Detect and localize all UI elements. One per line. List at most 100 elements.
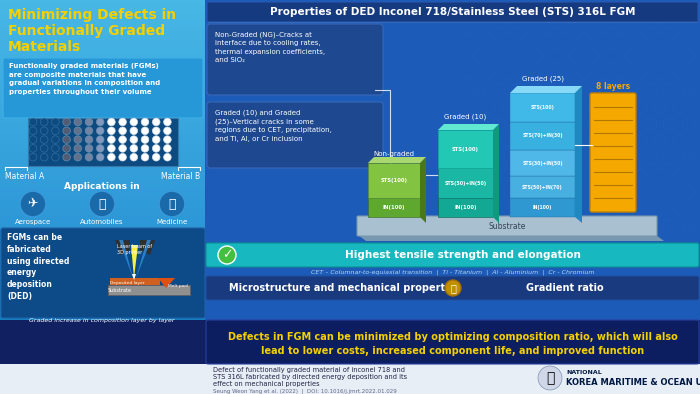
Text: 🎓: 🎓: [546, 371, 554, 385]
Text: STS(70)+IN(30): STS(70)+IN(30): [522, 134, 563, 139]
Circle shape: [153, 118, 160, 126]
Text: Substrate: Substrate: [489, 221, 526, 230]
Polygon shape: [115, 240, 130, 255]
Text: Material A: Material A: [5, 172, 44, 181]
FancyBboxPatch shape: [368, 163, 420, 198]
Text: lead to lower costs, increased component life, and improved function: lead to lower costs, increased component…: [261, 346, 644, 356]
Text: Deposited layer: Deposited layer: [110, 281, 145, 285]
Text: Aerospace: Aerospace: [15, 219, 51, 225]
Circle shape: [108, 136, 116, 143]
FancyBboxPatch shape: [590, 93, 636, 212]
Circle shape: [97, 118, 104, 126]
Circle shape: [29, 136, 37, 143]
Text: Non-Graded (NG)–Cracks at
interface due to cooling rates,
thermal expansion coef: Non-Graded (NG)–Cracks at interface due …: [215, 31, 325, 63]
Text: STS(100): STS(100): [452, 147, 479, 152]
FancyBboxPatch shape: [510, 198, 575, 217]
Circle shape: [119, 153, 127, 161]
Circle shape: [119, 127, 127, 135]
Text: 8 layers: 8 layers: [596, 82, 630, 91]
Polygon shape: [119, 240, 133, 278]
Circle shape: [164, 118, 172, 126]
Text: 🏥: 🏥: [168, 197, 176, 210]
FancyBboxPatch shape: [357, 216, 657, 236]
Circle shape: [130, 153, 138, 161]
Circle shape: [85, 127, 93, 135]
Text: Graded (10) and Graded
(25)–Vertical cracks in some
regions due to CET, precipit: Graded (10) and Graded (25)–Vertical cra…: [215, 109, 332, 141]
Circle shape: [63, 136, 71, 143]
Text: STS 316L fabricated by directed energy deposition and its: STS 316L fabricated by directed energy d…: [213, 374, 407, 380]
Text: Medicine: Medicine: [156, 219, 188, 225]
Circle shape: [63, 145, 71, 152]
Text: STS(30)+IN(50): STS(30)+IN(50): [522, 160, 563, 165]
Circle shape: [130, 145, 138, 152]
Circle shape: [52, 153, 60, 161]
Circle shape: [153, 127, 160, 135]
Text: Minimizing Defects in: Minimizing Defects in: [8, 8, 176, 22]
Polygon shape: [136, 240, 151, 278]
Circle shape: [164, 136, 172, 143]
Circle shape: [164, 127, 172, 135]
Circle shape: [119, 136, 127, 143]
FancyBboxPatch shape: [110, 278, 160, 285]
Text: Non-graded: Non-graded: [374, 151, 414, 157]
Text: effect on mechanical properties: effect on mechanical properties: [213, 381, 320, 387]
FancyBboxPatch shape: [438, 130, 493, 168]
Text: CET – Columnar-to-equiaxial transition  |  Ti - Titanium  |  Al - Aluminium  |  : CET – Columnar-to-equiaxial transition |…: [311, 269, 594, 275]
Polygon shape: [575, 86, 582, 223]
FancyBboxPatch shape: [0, 364, 700, 394]
FancyBboxPatch shape: [368, 198, 420, 217]
Text: Material B: Material B: [161, 172, 200, 181]
Polygon shape: [132, 274, 136, 280]
Circle shape: [108, 153, 116, 161]
FancyBboxPatch shape: [206, 243, 699, 267]
FancyBboxPatch shape: [206, 276, 699, 300]
Polygon shape: [158, 278, 175, 288]
Circle shape: [141, 127, 149, 135]
Circle shape: [164, 153, 172, 161]
Circle shape: [119, 145, 127, 152]
FancyBboxPatch shape: [207, 24, 383, 95]
Circle shape: [52, 127, 60, 135]
Text: Materials: Materials: [8, 40, 81, 54]
Text: STS(50)+IN(70): STS(50)+IN(70): [522, 184, 563, 190]
Polygon shape: [420, 157, 426, 223]
Circle shape: [29, 145, 37, 152]
Text: Melt pool: Melt pool: [168, 284, 188, 288]
Circle shape: [63, 153, 71, 161]
Text: STS(100): STS(100): [531, 105, 554, 110]
Polygon shape: [131, 245, 138, 278]
FancyBboxPatch shape: [206, 320, 699, 364]
Circle shape: [29, 118, 37, 126]
FancyBboxPatch shape: [510, 176, 575, 198]
Text: Automobiles: Automobiles: [80, 219, 124, 225]
Text: IN(100): IN(100): [533, 205, 552, 210]
Polygon shape: [358, 235, 664, 241]
Circle shape: [85, 153, 93, 161]
Circle shape: [97, 136, 104, 143]
FancyBboxPatch shape: [510, 122, 575, 150]
Circle shape: [41, 145, 48, 152]
Circle shape: [29, 127, 37, 135]
Text: NATIONAL: NATIONAL: [566, 370, 602, 375]
Circle shape: [119, 118, 127, 126]
Polygon shape: [140, 240, 155, 255]
Text: Defects in FGM can be minimized by optimizing composition ratio, which will also: Defects in FGM can be minimized by optim…: [228, 332, 678, 342]
Circle shape: [130, 127, 138, 135]
FancyBboxPatch shape: [510, 93, 575, 122]
Circle shape: [29, 153, 37, 161]
FancyBboxPatch shape: [205, 0, 700, 320]
FancyBboxPatch shape: [510, 150, 575, 176]
Polygon shape: [368, 157, 426, 163]
FancyBboxPatch shape: [207, 2, 698, 22]
Circle shape: [108, 127, 116, 135]
FancyBboxPatch shape: [28, 118, 178, 166]
FancyBboxPatch shape: [0, 320, 700, 364]
Text: Functionally graded materials (FGMs)
are composite materials that have
gradual v: Functionally graded materials (FGMs) are…: [9, 63, 160, 95]
Circle shape: [153, 145, 160, 152]
Polygon shape: [510, 86, 582, 93]
Circle shape: [74, 153, 82, 161]
FancyBboxPatch shape: [438, 168, 493, 198]
Circle shape: [538, 366, 562, 390]
Circle shape: [52, 145, 60, 152]
Text: Gradient ratio: Gradient ratio: [526, 283, 604, 293]
